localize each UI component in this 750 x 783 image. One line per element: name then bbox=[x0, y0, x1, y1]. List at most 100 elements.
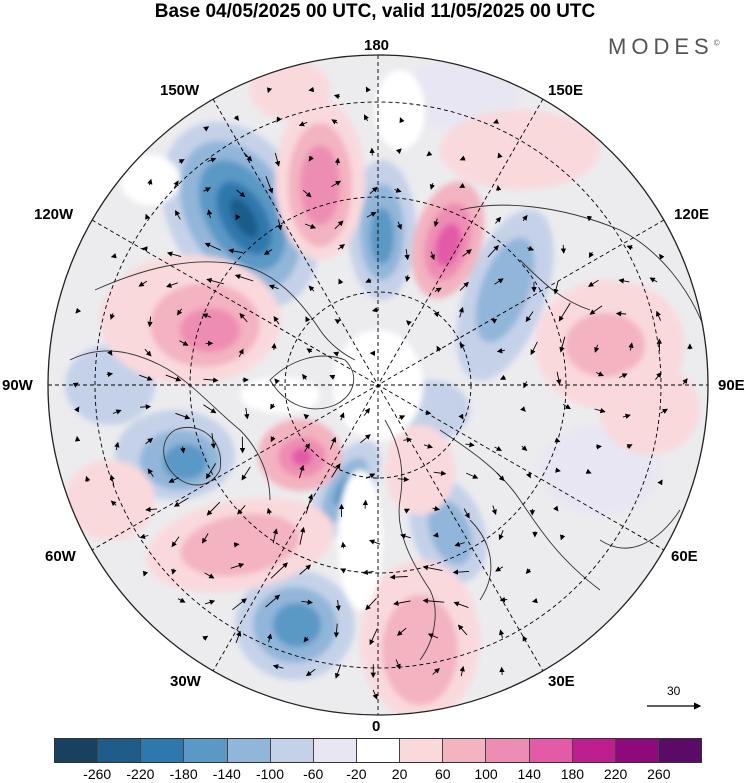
wind-vector-arrow bbox=[338, 278, 344, 285]
lon-label-180: 180 bbox=[364, 37, 390, 54]
wind-vector-arrow bbox=[233, 542, 240, 548]
wind-vector-arrow bbox=[495, 216, 502, 224]
wind-vector-arrow bbox=[369, 147, 375, 156]
wind-vector-arrow bbox=[109, 313, 115, 320]
lon-label-60w: 60W bbox=[45, 548, 76, 565]
wind-vector-arrow bbox=[202, 635, 209, 641]
wind-vector-arrow bbox=[177, 597, 186, 603]
wind-vector-arrow bbox=[615, 311, 627, 317]
wind-vector-arrow bbox=[207, 157, 217, 163]
colorbar-tick-label: 260 bbox=[647, 766, 671, 782]
wind-vector-arrow bbox=[499, 374, 507, 380]
wind-vector-arrow bbox=[433, 470, 447, 476]
wind-vector-arrow bbox=[340, 541, 347, 549]
wind-vector-arrow bbox=[400, 533, 411, 539]
wind-vector-arrow bbox=[202, 533, 209, 544]
colorbar-tick-label: 20 bbox=[391, 766, 408, 782]
wind-vector-arrow bbox=[498, 629, 505, 639]
wind-vector-arrow bbox=[403, 508, 410, 514]
colorbar-tick-label: -20 bbox=[346, 766, 367, 782]
wind-vector-arrow bbox=[363, 114, 369, 122]
wind-vector-arrow bbox=[329, 374, 336, 380]
wind-vector-arrow bbox=[277, 219, 283, 231]
wind-vector-arrow bbox=[263, 249, 273, 255]
wind-vector-arrow bbox=[452, 569, 470, 575]
wind-vector-arrow bbox=[228, 248, 243, 254]
graticule bbox=[48, 55, 708, 715]
wind-vector-arrow bbox=[302, 189, 312, 198]
wind-vector-arrow bbox=[397, 476, 410, 482]
colorbar-bin bbox=[55, 739, 99, 762]
wind-vector-arrow bbox=[432, 505, 440, 512]
lon-label-90w: 90W bbox=[2, 377, 33, 394]
lon-label-0: 0 bbox=[372, 718, 381, 735]
wind-vector-arrow bbox=[331, 463, 341, 478]
wind-vector-arrow bbox=[588, 279, 599, 287]
wind-vector-arrow bbox=[270, 436, 276, 443]
wind-vector-arrow bbox=[139, 533, 149, 539]
wind-vector-arrow bbox=[334, 157, 341, 166]
wind-vector-arrow bbox=[265, 594, 281, 608]
wind-vector-arrow bbox=[459, 281, 469, 291]
wind-vector-arrow bbox=[657, 479, 663, 486]
wind-vector-arrow bbox=[559, 336, 566, 353]
wind-vector-arrow bbox=[299, 564, 312, 575]
wind-vector-arrow bbox=[179, 340, 189, 346]
wind-vector-arrow bbox=[589, 305, 603, 315]
wind-vector-arrow bbox=[494, 446, 502, 451]
wind-vector-arrow bbox=[147, 178, 153, 186]
wind-vector-arrow bbox=[145, 437, 154, 445]
wind-vector-arrow bbox=[266, 633, 273, 643]
wind-vector-arrow bbox=[459, 182, 466, 188]
wind-vector-arrow bbox=[462, 249, 472, 257]
wind-vector-arrow bbox=[305, 493, 314, 514]
wind-vector-arrow bbox=[276, 116, 282, 123]
wind-vector-arrow bbox=[234, 274, 254, 282]
colorbar-bin bbox=[227, 739, 271, 762]
wind-vector-arrow bbox=[166, 282, 178, 288]
wind-vector-arrow bbox=[145, 213, 151, 220]
colorbar-bin bbox=[486, 739, 530, 762]
wind-vector-arrow bbox=[393, 600, 411, 606]
colorbar-tick-label: 100 bbox=[474, 766, 498, 782]
wind-vector-arrow bbox=[204, 572, 215, 579]
wind-vector-arrow bbox=[369, 186, 378, 194]
wind-vector-arrow bbox=[433, 218, 439, 227]
wind-vector-arrow bbox=[457, 624, 468, 636]
wind-vector-arrow bbox=[308, 155, 314, 162]
wind-vector-arrow bbox=[206, 277, 224, 285]
wind-vector-arrow bbox=[491, 505, 497, 515]
wind-vector-arrow bbox=[232, 598, 247, 611]
wind-vector-arrow bbox=[365, 597, 377, 611]
wind-vector-arrow bbox=[210, 433, 216, 449]
wind-vector-arrow bbox=[230, 563, 245, 569]
wind-vector-arrow bbox=[270, 562, 288, 579]
wind-vector-arrow bbox=[203, 187, 211, 193]
wind-vector-arrow bbox=[595, 371, 604, 377]
colorbar-bin bbox=[141, 739, 185, 762]
colorbar-tick-label: -180 bbox=[169, 766, 198, 782]
wind-vector-arrow bbox=[366, 211, 377, 218]
wind-vector-arrow bbox=[553, 505, 559, 512]
wind-vector-arrow bbox=[496, 348, 505, 354]
wind-vector-arrow bbox=[522, 635, 528, 642]
wind-vector-arrow bbox=[395, 659, 401, 670]
wind-vector-arrow bbox=[168, 477, 179, 483]
colorbar-bin bbox=[529, 739, 573, 762]
wind-vector-arrow bbox=[303, 636, 309, 643]
wind-vector-arrow bbox=[206, 501, 221, 516]
colorbar-tick-label: -60 bbox=[303, 766, 324, 782]
colorbar-tick-label: -100 bbox=[255, 766, 285, 782]
wind-vector-arrow bbox=[487, 245, 499, 258]
wind-vector-arrow bbox=[333, 623, 340, 638]
wind-vector-arrow bbox=[238, 348, 244, 358]
wind-vector-arrow bbox=[594, 344, 600, 353]
lon-label-30e: 30E bbox=[548, 673, 575, 690]
wind-vector-arrow bbox=[239, 313, 248, 323]
wind-vector-arrow bbox=[527, 245, 535, 251]
colorbar bbox=[54, 738, 702, 763]
wind-vector-arrow bbox=[622, 413, 631, 419]
wind-vector-arrow bbox=[107, 349, 113, 356]
colorbar-bin bbox=[400, 739, 444, 762]
wind-vector-arrow bbox=[145, 506, 158, 513]
